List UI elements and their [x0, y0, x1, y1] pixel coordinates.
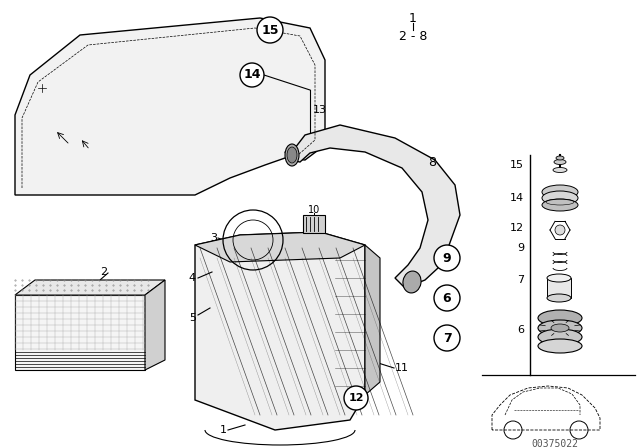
Text: 00375022: 00375022: [531, 439, 579, 448]
Text: 3: 3: [210, 233, 217, 243]
Polygon shape: [15, 18, 325, 195]
Text: 2: 2: [100, 267, 107, 277]
Text: 11: 11: [395, 363, 409, 373]
Circle shape: [344, 386, 368, 410]
Text: 10: 10: [308, 205, 320, 215]
Text: 1: 1: [409, 12, 417, 25]
Ellipse shape: [285, 144, 299, 166]
Ellipse shape: [553, 168, 567, 172]
Circle shape: [240, 63, 264, 87]
Polygon shape: [15, 295, 145, 370]
Text: 8: 8: [428, 155, 436, 168]
Polygon shape: [145, 280, 165, 370]
Text: 12: 12: [510, 223, 524, 233]
Ellipse shape: [547, 274, 571, 282]
Ellipse shape: [554, 159, 566, 164]
Circle shape: [434, 245, 460, 271]
Circle shape: [434, 325, 460, 351]
Ellipse shape: [556, 156, 564, 160]
Bar: [547, 278, 571, 298]
Text: 7: 7: [443, 332, 451, 345]
Ellipse shape: [551, 324, 569, 332]
Circle shape: [35, 81, 49, 95]
Ellipse shape: [287, 147, 297, 163]
Ellipse shape: [538, 320, 582, 336]
Ellipse shape: [547, 294, 571, 302]
Ellipse shape: [542, 185, 578, 199]
Ellipse shape: [538, 310, 582, 326]
Circle shape: [257, 17, 283, 43]
Text: 5: 5: [189, 313, 196, 323]
Text: 15: 15: [510, 160, 524, 170]
Text: 9: 9: [443, 251, 451, 264]
Text: 13: 13: [313, 105, 327, 115]
Ellipse shape: [538, 329, 582, 345]
Text: 7: 7: [517, 275, 524, 285]
Polygon shape: [195, 232, 365, 262]
Ellipse shape: [403, 271, 421, 293]
Bar: [303, 215, 325, 233]
Text: 1: 1: [220, 425, 227, 435]
Text: 15: 15: [261, 23, 279, 36]
Text: 12: 12: [348, 393, 364, 403]
Polygon shape: [15, 280, 165, 295]
Ellipse shape: [542, 191, 578, 205]
Polygon shape: [285, 125, 460, 288]
Text: 2 - 8: 2 - 8: [399, 30, 427, 43]
Text: 14: 14: [510, 193, 524, 203]
Ellipse shape: [538, 339, 582, 353]
Text: 4: 4: [189, 273, 196, 283]
Ellipse shape: [542, 199, 578, 211]
Text: 9: 9: [517, 243, 524, 253]
Circle shape: [555, 225, 565, 235]
Polygon shape: [365, 245, 380, 395]
Polygon shape: [195, 232, 365, 430]
Text: 6: 6: [443, 292, 451, 305]
Circle shape: [434, 285, 460, 311]
Text: 14: 14: [243, 69, 260, 82]
Text: 6: 6: [517, 325, 524, 335]
